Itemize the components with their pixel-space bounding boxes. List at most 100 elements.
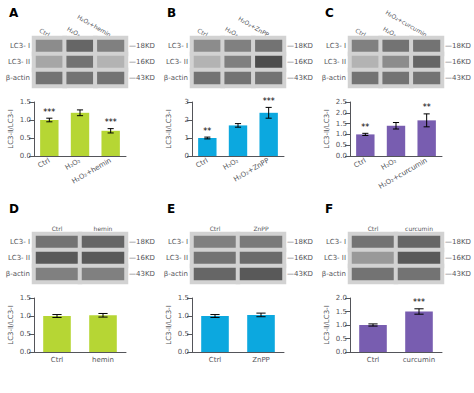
svg-text:E: E — [167, 202, 175, 216]
svg-text:**: ** — [203, 127, 211, 136]
svg-text:—43KD: —43KD — [129, 270, 155, 278]
svg-text:1.0: 1.0 — [178, 312, 189, 320]
svg-text:**: ** — [361, 123, 369, 132]
svg-text:—16KD: —16KD — [129, 254, 155, 262]
svg-text:LC3-Ⅱ/LC3-Ⅰ: LC3-Ⅱ/LC3-Ⅰ — [7, 305, 15, 344]
svg-text:—43KD: —43KD — [129, 74, 155, 82]
svg-text:Ctrl: Ctrl — [353, 157, 368, 170]
svg-text:—16KD: —16KD — [445, 58, 471, 66]
svg-text:1.0: 1.0 — [20, 116, 31, 124]
svg-text:Ctrl: Ctrl — [209, 356, 222, 364]
svg-text:hemin: hemin — [94, 225, 113, 232]
svg-text:—43KD: —43KD — [445, 74, 471, 82]
svg-text:3: 3 — [185, 98, 189, 106]
svg-text:Ctrl: Ctrl — [210, 225, 221, 232]
svg-text:LC3- I: LC3- I — [168, 238, 188, 246]
svg-text:Ctrl: Ctrl — [52, 225, 63, 232]
svg-text:***: *** — [105, 118, 117, 127]
svg-text:H₂O₂+curcumin: H₂O₂+curcumin — [384, 9, 428, 39]
svg-text:1.0: 1.0 — [20, 312, 31, 320]
svg-text:β-actin: β-actin — [164, 74, 188, 82]
svg-text:0.0: 0.0 — [20, 348, 31, 356]
svg-text:hemin: hemin — [92, 356, 114, 364]
svg-text:1.5: 1.5 — [178, 294, 189, 302]
svg-text:***: *** — [413, 298, 425, 307]
svg-text:β-actin: β-actin — [322, 270, 346, 278]
svg-text:LC3- II: LC3- II — [324, 58, 346, 66]
svg-text:—16KD: —16KD — [287, 254, 313, 262]
svg-text:—16KD: —16KD — [129, 58, 155, 66]
svg-text:H₂O₂: H₂O₂ — [380, 156, 398, 171]
svg-text:β-actin: β-actin — [6, 74, 30, 82]
svg-text:1.5: 1.5 — [336, 308, 347, 316]
svg-text:0.0: 0.0 — [20, 152, 31, 160]
svg-text:LC3- II: LC3- II — [166, 58, 188, 66]
svg-text:**: ** — [423, 103, 431, 112]
svg-text:—43KD: —43KD — [445, 270, 471, 278]
svg-text:—16KD: —16KD — [287, 58, 313, 66]
svg-text:0.5: 0.5 — [178, 330, 189, 338]
svg-text:—18KD: —18KD — [129, 238, 155, 246]
svg-text:Ctrl: Ctrl — [367, 356, 380, 364]
svg-text:***: *** — [263, 97, 275, 106]
svg-text:H₂O₂+ZnPP: H₂O₂+ZnPP — [232, 157, 271, 184]
svg-text:LC3- I: LC3- I — [10, 42, 30, 50]
svg-text:—18KD: —18KD — [129, 42, 155, 50]
svg-text:—18KD: —18KD — [287, 238, 313, 246]
svg-text:curcumin: curcumin — [403, 356, 436, 364]
svg-text:H₂O₂+curcumin: H₂O₂+curcumin — [377, 157, 428, 191]
svg-text:H₂O₂+hemin: H₂O₂+hemin — [76, 13, 112, 38]
svg-text:β-actin: β-actin — [6, 270, 30, 278]
svg-text:1.5: 1.5 — [20, 98, 31, 106]
svg-text:LC3- I: LC3- I — [168, 42, 188, 50]
svg-text:Ctrl: Ctrl — [51, 356, 64, 364]
svg-text:D: D — [9, 202, 19, 216]
svg-text:LC3- II: LC3- II — [8, 58, 30, 66]
svg-text:LC3-Ⅱ/LC3-Ⅰ: LC3-Ⅱ/LC3-Ⅰ — [323, 305, 331, 344]
svg-text:B: B — [167, 6, 176, 20]
svg-text:2.0: 2.0 — [336, 294, 347, 302]
svg-text:LC3-Ⅱ/LC3-Ⅰ: LC3-Ⅱ/LC3-Ⅰ — [323, 109, 331, 148]
svg-text:—18KD: —18KD — [287, 42, 313, 50]
svg-text:2.5: 2.5 — [336, 98, 347, 106]
svg-text:1.5: 1.5 — [20, 294, 31, 302]
svg-text:H₂O₂+hemin: H₂O₂+hemin — [70, 157, 112, 186]
svg-text:LC3-Ⅱ/LC3-Ⅰ: LC3-Ⅱ/LC3-Ⅰ — [165, 305, 173, 344]
svg-text:0.5: 0.5 — [336, 141, 347, 149]
svg-text:ZnPP: ZnPP — [253, 225, 269, 232]
svg-text:1.0: 1.0 — [336, 130, 347, 138]
svg-text:***: *** — [43, 108, 55, 117]
svg-text:2.0: 2.0 — [336, 109, 347, 117]
svg-text:2: 2 — [185, 116, 189, 124]
svg-text:0.0: 0.0 — [336, 152, 347, 160]
svg-text:H₂O₂: H₂O₂ — [222, 156, 240, 171]
svg-text:0.0: 0.0 — [178, 348, 189, 356]
svg-text:0.5: 0.5 — [20, 134, 31, 142]
svg-text:LC3- II: LC3- II — [166, 254, 188, 262]
svg-text:LC3- II: LC3- II — [324, 254, 346, 262]
svg-text:H₂O₂: H₂O₂ — [64, 156, 82, 171]
svg-text:1.0: 1.0 — [336, 321, 347, 329]
svg-text:C: C — [325, 6, 334, 20]
svg-text:—43KD: —43KD — [287, 270, 313, 278]
svg-text:0.0: 0.0 — [336, 348, 347, 356]
svg-text:H₂O₂+ZnPP: H₂O₂+ZnPP — [237, 15, 270, 38]
svg-text:1: 1 — [185, 134, 189, 142]
svg-text:F: F — [325, 202, 333, 216]
svg-text:0: 0 — [185, 152, 189, 160]
svg-text:—16KD: —16KD — [445, 254, 471, 262]
svg-text:0.5: 0.5 — [336, 335, 347, 343]
svg-text:—43KD: —43KD — [287, 74, 313, 82]
svg-text:β-actin: β-actin — [322, 74, 346, 82]
svg-text:—18KD: —18KD — [445, 238, 471, 246]
svg-text:β-actin: β-actin — [164, 270, 188, 278]
svg-text:Ctrl: Ctrl — [195, 157, 210, 170]
svg-text:—18KD: —18KD — [445, 42, 471, 50]
svg-text:LC3- II: LC3- II — [8, 254, 30, 262]
svg-text:1.5: 1.5 — [336, 120, 347, 128]
svg-text:LC3- I: LC3- I — [326, 238, 346, 246]
svg-text:Ctrl: Ctrl — [368, 225, 379, 232]
svg-text:Ctrl: Ctrl — [37, 157, 52, 170]
svg-text:curcumin: curcumin — [405, 225, 433, 232]
svg-text:LC3- I: LC3- I — [10, 238, 30, 246]
